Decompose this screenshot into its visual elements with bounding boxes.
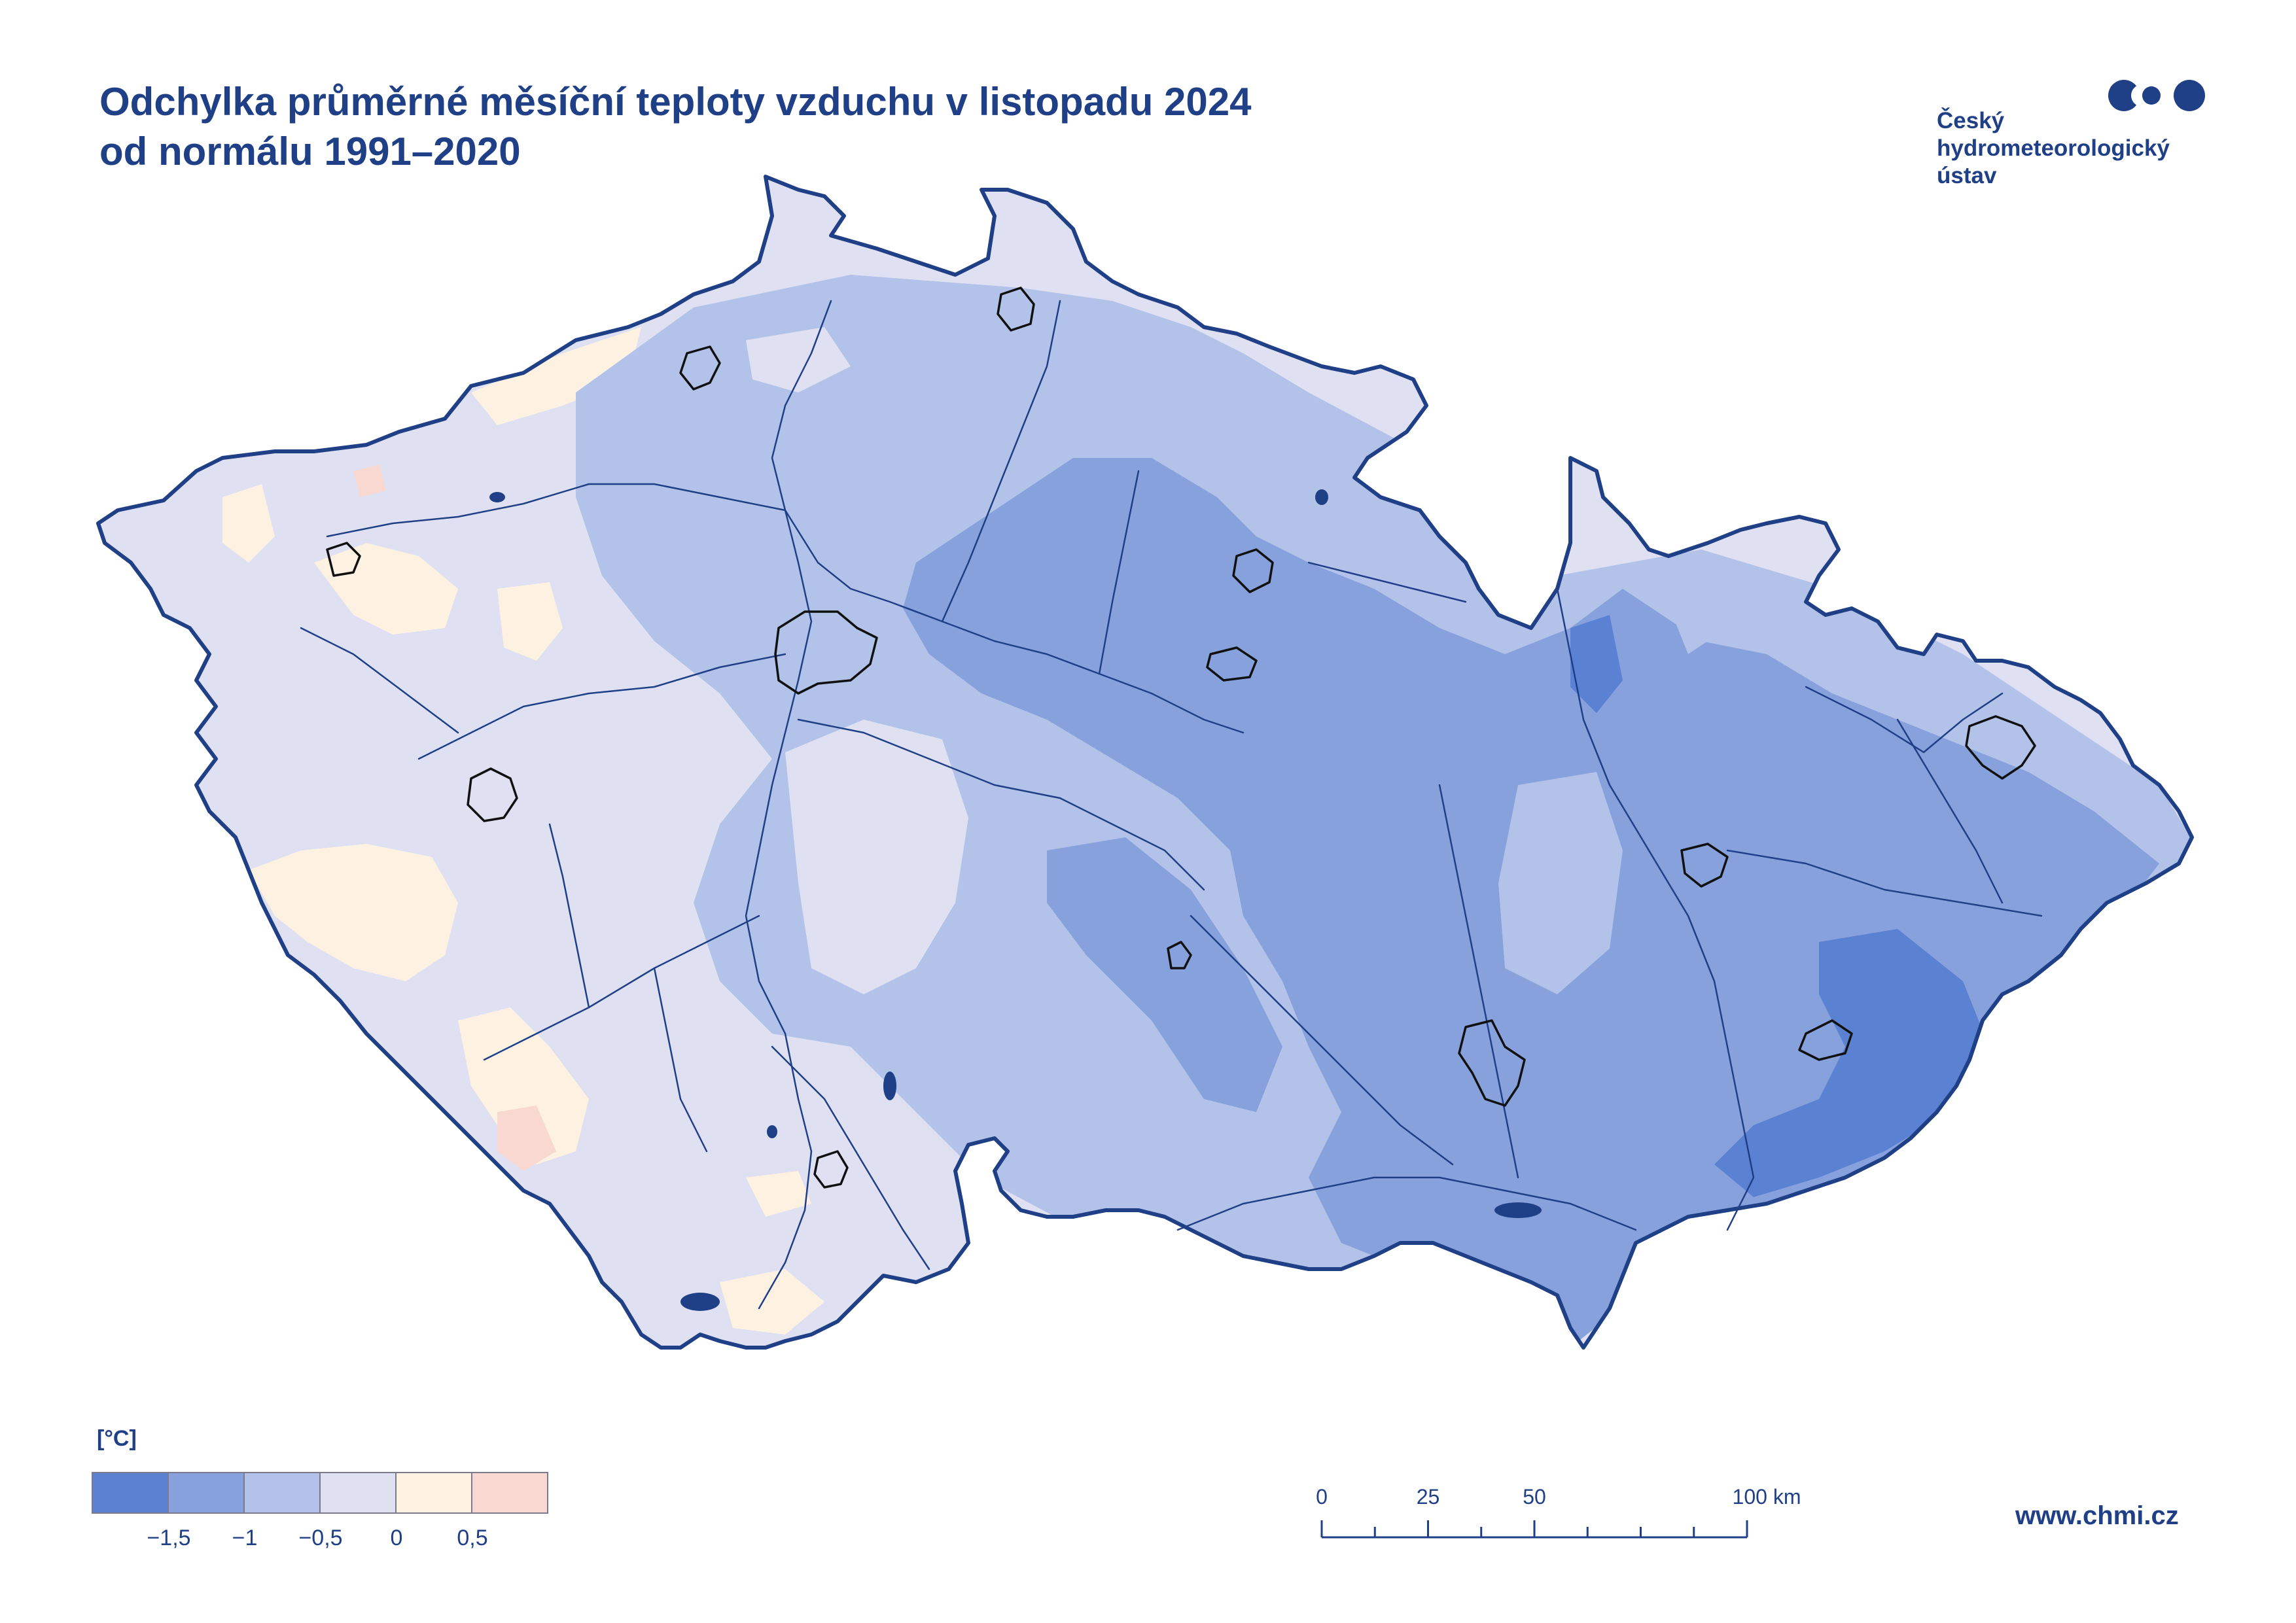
river-jihlava	[1190, 915, 1454, 1166]
rivers	[300, 300, 2043, 1310]
river-misc-1	[300, 627, 459, 734]
title-line-2: od normálu 1991–2020	[99, 130, 521, 173]
zone-hot	[353, 464, 386, 497]
river-berounka	[417, 653, 786, 760]
city-jihlava	[1167, 941, 1192, 969]
river-vltava	[745, 509, 813, 1310]
zone-hot	[497, 1106, 556, 1171]
legend-color-box	[321, 1473, 397, 1512]
city-plzen	[467, 767, 518, 822]
river-misc-6	[653, 967, 708, 1153]
river-svratka	[1438, 784, 1519, 1179]
scale-label: 0	[1316, 1485, 1328, 1509]
reservoir-lipno	[680, 1293, 720, 1311]
legend-color-box	[472, 1473, 547, 1512]
city-karlovy-vary	[326, 542, 361, 577]
reservoirs	[489, 489, 1542, 1311]
scale-bar: 0 25 50 100 km	[1309, 1485, 1801, 1557]
logo-text-line-2: hydrometeorologický	[1937, 135, 2170, 161]
logo-text: Český hydrometeorologický ústav	[1937, 107, 2170, 190]
city-zlin	[1798, 1019, 1853, 1061]
river-morava	[1556, 587, 1755, 1231]
zone-slight-cold-island	[1662, 576, 1727, 654]
zone-cold	[1047, 837, 1282, 1112]
scale-label: 100 km	[1732, 1485, 1801, 1509]
zone-coldest	[1570, 615, 1623, 713]
zone-warm	[746, 1171, 811, 1217]
river-orlice	[1307, 561, 1467, 603]
reservoir-nove-mlyny	[1494, 1202, 1542, 1218]
country-border	[96, 175, 2194, 1350]
legend-color-box	[245, 1473, 321, 1512]
zone-warm	[249, 844, 458, 981]
zone-warm	[720, 1269, 824, 1335]
river-jizera	[941, 300, 1061, 623]
river-becva	[1726, 849, 2043, 917]
zone-warm	[497, 582, 563, 661]
city-liberec	[997, 287, 1035, 332]
river-sazava	[797, 718, 1061, 799]
river-misc-3	[1059, 797, 1205, 891]
zone-warm	[458, 1007, 589, 1164]
river-misc-5	[1098, 470, 1140, 675]
city-olomouc	[1680, 843, 1729, 888]
chmi-logo-dots-icon	[2108, 80, 2205, 111]
zone-slight-cold-island	[1498, 772, 1623, 994]
legend-tick-label: −1,5	[147, 1526, 191, 1550]
river-misc-4	[1896, 718, 2004, 904]
zone-warm	[314, 543, 458, 635]
reservoir-misc	[1315, 489, 1328, 505]
river-dyje	[1176, 1176, 1637, 1231]
legend-tick-label: 0	[390, 1526, 403, 1550]
reservoir-misc	[489, 492, 505, 502]
title-line-1: Odchylka průměrné měsíční teploty vzduch…	[99, 80, 1252, 124]
zone-coldest	[1714, 929, 1989, 1197]
zone-warm	[222, 484, 275, 563]
city-ceske-budejovice	[813, 1150, 849, 1189]
river-otava	[483, 915, 760, 1061]
legend-tick-label: 0,5	[457, 1526, 488, 1550]
city-usti	[679, 345, 721, 391]
legend-color-box	[169, 1473, 245, 1512]
legend-unit: [°C]	[97, 1426, 137, 1451]
legend-color-bar	[92, 1472, 548, 1514]
scale-label: 25	[1416, 1485, 1440, 1509]
zone-neutral-island	[746, 327, 851, 393]
reservoir-misc	[767, 1125, 777, 1138]
city-brno	[1458, 1019, 1526, 1107]
anomaly-zones	[222, 275, 2192, 1348]
zone-warm	[471, 327, 641, 425]
legend-color-box	[93, 1473, 169, 1512]
scale-label: 50	[1523, 1485, 1546, 1509]
river-misc-2	[548, 823, 590, 1009]
city-outlines	[326, 287, 2036, 1189]
legend-color-box	[397, 1473, 472, 1512]
legend-tick-label: −1	[232, 1526, 258, 1550]
city-prague	[774, 610, 878, 695]
czech-republic-area	[96, 175, 2194, 1350]
river-ohre	[326, 483, 786, 538]
zone-neutral-island	[785, 720, 968, 994]
website-link[interactable]: www.chmi.cz	[2015, 1501, 2179, 1530]
scale-bar-graphic	[1320, 1520, 1748, 1539]
city-hradec	[1232, 548, 1274, 593]
river-odra	[1805, 686, 2004, 754]
city-pardubice	[1206, 646, 1258, 682]
river-elbe	[771, 300, 1245, 734]
river-luznice	[771, 1045, 930, 1270]
reservoir-orlik	[883, 1072, 896, 1100]
city-ostrava	[1965, 715, 2036, 780]
legend-tick-label: −0,5	[298, 1526, 343, 1550]
color-legend: [°C] −1,5 −1 −0,5 0 0,5	[92, 1426, 563, 1557]
map-title: Odchylka průměrné měsíční teploty vzduch…	[99, 77, 1252, 177]
logo-text-line-3: ústav	[1937, 163, 1997, 188]
logo-text-line-1: Český	[1937, 108, 2005, 133]
